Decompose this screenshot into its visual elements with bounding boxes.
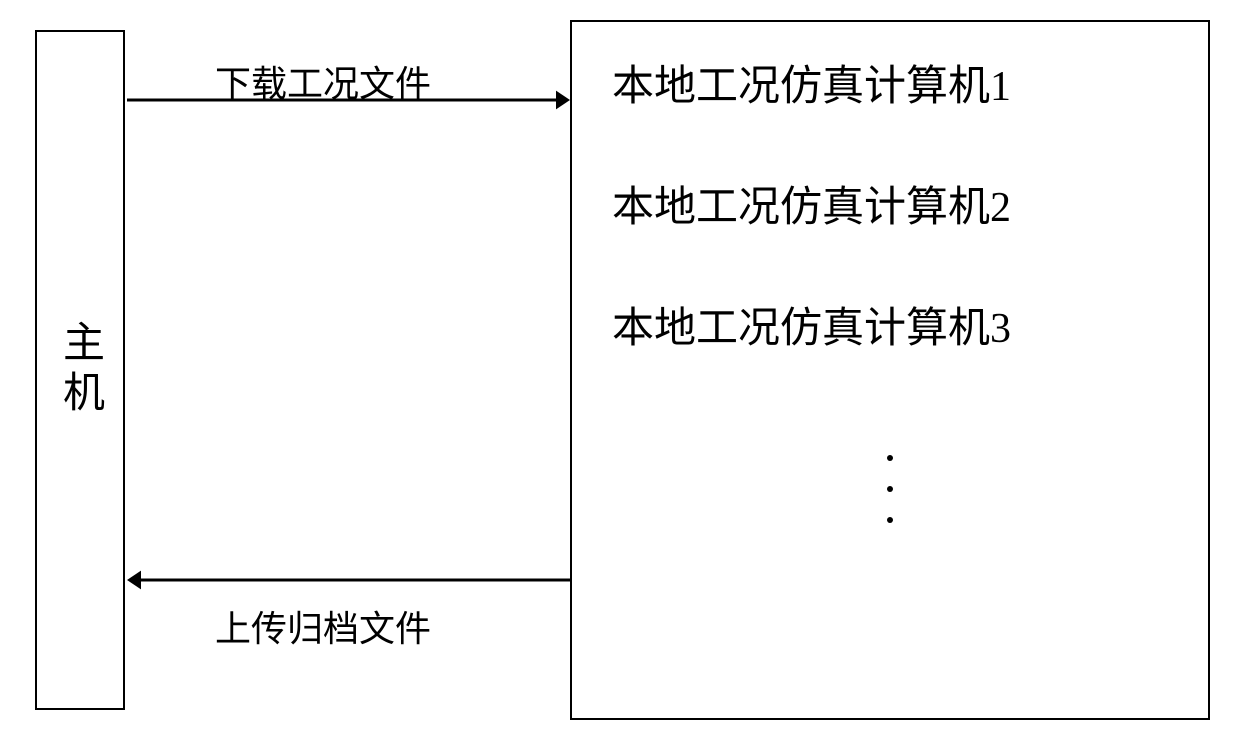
host-label: 主机 bbox=[50, 320, 111, 420]
host-node: 主机 bbox=[35, 30, 125, 710]
arrowhead-right-icon bbox=[556, 91, 570, 110]
arrow-left-icon bbox=[127, 565, 570, 595]
arrow-download-label: 下载工况文件 bbox=[215, 55, 431, 107]
arrowhead-left-icon bbox=[127, 571, 141, 590]
simulators-node: 本地工况仿真计算机1 本地工况仿真计算机2 本地工况仿真计算机3 bbox=[570, 20, 1210, 720]
simulator-item-1: 本地工况仿真计算机1 bbox=[612, 52, 1168, 113]
dot-icon bbox=[887, 486, 893, 492]
simulator-item-3: 本地工况仿真计算机3 bbox=[612, 294, 1168, 355]
dot-icon bbox=[887, 517, 893, 523]
arrow-upload-label: 上传归档文件 bbox=[215, 600, 431, 652]
dot-icon bbox=[887, 455, 893, 461]
arrow-upload bbox=[127, 565, 570, 595]
ellipsis-dots bbox=[612, 455, 1168, 523]
diagram-container: 主机 本地工况仿真计算机1 本地工况仿真计算机2 本地工况仿真计算机3 下载工况… bbox=[0, 0, 1240, 733]
simulator-list: 本地工况仿真计算机1 本地工况仿真计算机2 本地工况仿真计算机3 bbox=[612, 52, 1168, 523]
simulator-item-2: 本地工况仿真计算机2 bbox=[612, 173, 1168, 234]
